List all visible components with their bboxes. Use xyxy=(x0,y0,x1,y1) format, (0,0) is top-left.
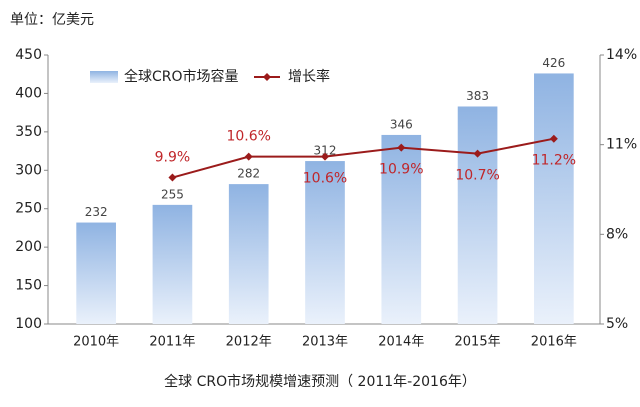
x-tick-label: 2012年 xyxy=(226,335,272,350)
bar xyxy=(457,106,498,324)
line-value-label: 9.9% xyxy=(155,150,191,166)
y-tick-label: 400 xyxy=(15,85,42,101)
legend-swatch xyxy=(90,71,118,83)
line-marker xyxy=(244,152,253,161)
bar-value-label: 426 xyxy=(542,56,565,70)
line-marker xyxy=(473,149,482,158)
legend-marker xyxy=(263,73,271,81)
bar xyxy=(152,204,193,324)
bar-value-label: 282 xyxy=(237,167,260,181)
line-value-label: 10.6% xyxy=(226,129,270,145)
y-tick-label: 300 xyxy=(15,162,42,178)
y-tick-label: 150 xyxy=(15,278,42,294)
chart-title: 全球 CRO市场规模增速预测（ 2011年-2016年） xyxy=(164,373,476,390)
line-value-label: 10.9% xyxy=(379,162,423,178)
unit-label: 单位：亿美元 xyxy=(10,12,94,28)
bar xyxy=(381,134,422,324)
bar-value-label: 255 xyxy=(161,187,184,201)
y-tick-label: 200 xyxy=(15,239,42,255)
bar-value-label: 312 xyxy=(314,144,337,158)
legend-label: 全球CRO市场容量 xyxy=(124,68,239,85)
x-tick-label: 2011年 xyxy=(149,335,195,350)
bar xyxy=(228,184,269,324)
x-tick-label: 2013年 xyxy=(302,335,348,350)
legend-label: 增长率 xyxy=(288,68,330,85)
line-value-label: 10.6% xyxy=(303,171,347,187)
y2-tick-label: 14% xyxy=(606,47,637,63)
bar xyxy=(305,161,345,324)
line-marker xyxy=(549,134,558,143)
y-tick-label: 100 xyxy=(15,316,42,332)
line-value-label: 11.2% xyxy=(532,153,576,169)
y2-tick-label: 11% xyxy=(606,137,637,153)
x-tick-label: 2016年 xyxy=(531,335,577,350)
bar xyxy=(534,73,574,325)
y2-tick-label: 8% xyxy=(606,226,628,242)
line-marker xyxy=(397,143,406,152)
y2-tick-label: 5% xyxy=(606,316,628,332)
x-tick-label: 2014年 xyxy=(378,335,424,350)
y-tick-label: 250 xyxy=(15,201,42,217)
x-tick-label: 2010年 xyxy=(73,335,119,350)
line-value-label: 10.7% xyxy=(455,168,499,184)
y-tick-label: 350 xyxy=(15,124,42,140)
bar-value-label: 232 xyxy=(85,205,108,219)
y-tick-label: 450 xyxy=(15,47,42,63)
x-tick-label: 2015年 xyxy=(455,335,501,350)
bar xyxy=(76,222,116,324)
bar-value-label: 346 xyxy=(390,117,413,131)
bar-value-label: 383 xyxy=(466,89,489,103)
line-marker xyxy=(321,152,329,161)
line xyxy=(172,137,555,179)
line-marker xyxy=(168,173,177,182)
